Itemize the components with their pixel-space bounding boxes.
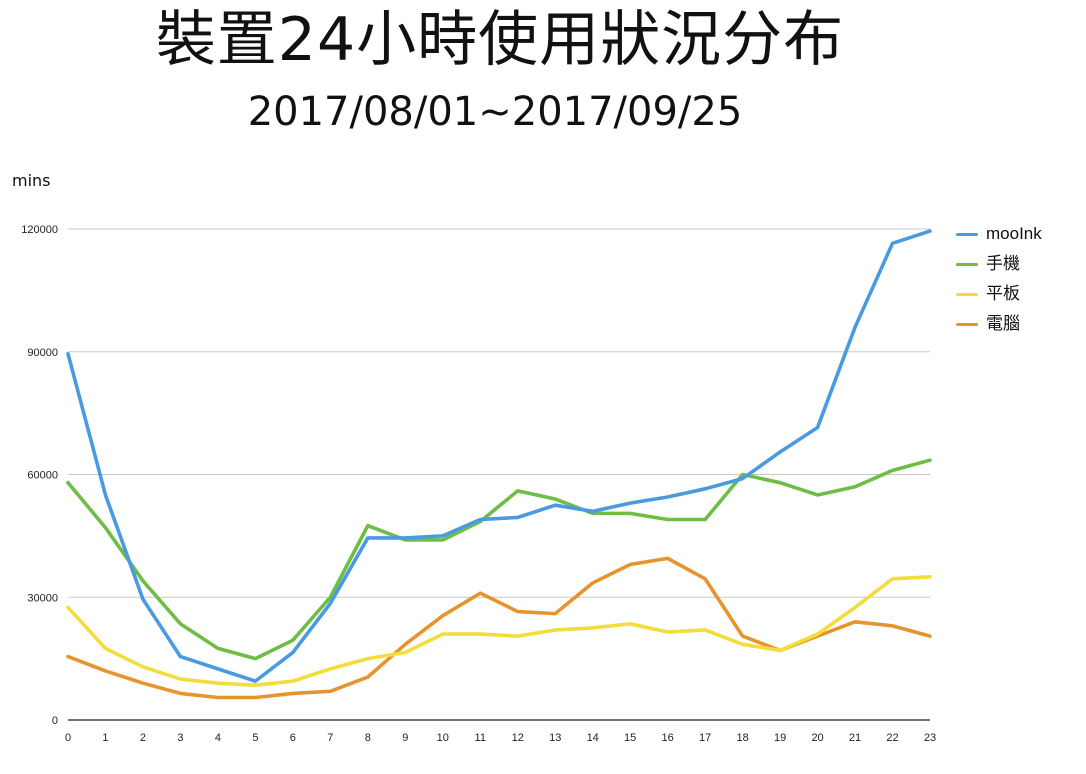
series-lines bbox=[66, 229, 932, 700]
x-tick-label: 11 bbox=[475, 732, 486, 744]
y-tick-label: 60000 bbox=[27, 470, 58, 482]
x-tick-label: 22 bbox=[886, 732, 898, 744]
series-line bbox=[66, 229, 932, 683]
legend-swatch bbox=[956, 323, 978, 326]
x-tick-label: 7 bbox=[327, 732, 333, 744]
legend-item: 電腦 bbox=[956, 311, 1076, 341]
x-tick-label: 17 bbox=[699, 732, 711, 744]
x-tick-label: 9 bbox=[402, 732, 408, 744]
x-tick-label: 2 bbox=[140, 732, 146, 744]
x-tick-label: 18 bbox=[736, 732, 748, 744]
y-tick-label: 0 bbox=[52, 715, 58, 727]
x-tick-label: 5 bbox=[252, 732, 258, 744]
y-tick-label: 90000 bbox=[27, 347, 58, 359]
x-tick-label: 20 bbox=[811, 732, 823, 744]
x-tick-label: 15 bbox=[624, 732, 636, 744]
x-tick-label: 3 bbox=[177, 732, 183, 744]
chart-title: 裝置24小時使用狀況分布 bbox=[155, 5, 845, 75]
legend-label: 平板 bbox=[986, 284, 1020, 303]
x-tick-label: 4 bbox=[215, 732, 221, 744]
x-tick-label: 8 bbox=[365, 732, 371, 744]
x-tick-label: 0 bbox=[65, 732, 71, 744]
x-tick-label: 1 bbox=[102, 732, 108, 744]
legend-item: 平板 bbox=[956, 281, 1076, 311]
legend-swatch bbox=[956, 263, 978, 266]
legend-swatch bbox=[956, 293, 978, 296]
y-tick-label: 120000 bbox=[21, 224, 58, 236]
series-line bbox=[66, 458, 932, 661]
legend-swatch bbox=[956, 233, 978, 236]
x-tick-label: 10 bbox=[437, 732, 449, 744]
series-line bbox=[66, 556, 932, 700]
x-tick-label: 21 bbox=[849, 732, 861, 744]
legend-item: mooInk bbox=[956, 221, 1076, 251]
legend-label: 手機 bbox=[986, 254, 1020, 273]
y-tick-label: 30000 bbox=[27, 592, 58, 604]
x-tick-label: 23 bbox=[924, 732, 936, 744]
x-tick-label: 6 bbox=[290, 732, 296, 744]
legend-label: mooInk bbox=[986, 224, 1042, 243]
x-tick-label: 12 bbox=[512, 732, 524, 744]
legend: mooInk 手機平板電腦 bbox=[956, 221, 1076, 341]
x-tick-label: 14 bbox=[587, 732, 599, 744]
chart-subtitle: 2017/08/01~2017/09/25 bbox=[247, 89, 743, 135]
y-axis-label: mins bbox=[12, 171, 51, 190]
x-tick-label: 19 bbox=[774, 732, 786, 744]
legend-label: 電腦 bbox=[986, 314, 1020, 333]
series-line bbox=[66, 574, 932, 688]
legend-item: 手機 bbox=[956, 251, 1076, 281]
gridlines bbox=[68, 228, 930, 598]
x-tick-label: 16 bbox=[662, 732, 674, 744]
x-tick-label: 13 bbox=[549, 732, 561, 744]
